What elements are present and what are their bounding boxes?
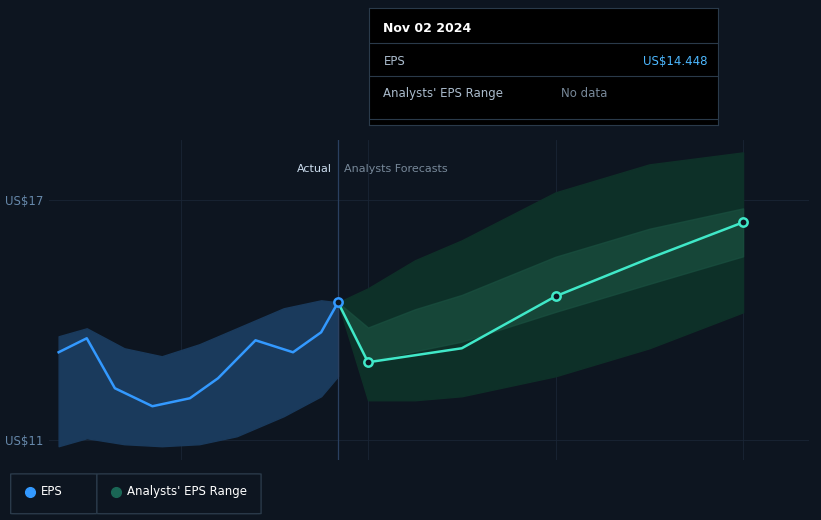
Text: Analysts' EPS Range: Analysts' EPS Range <box>127 485 247 498</box>
Text: Analysts Forecasts: Analysts Forecasts <box>344 164 447 174</box>
Text: EPS: EPS <box>383 55 405 68</box>
Text: No data: No data <box>562 87 608 100</box>
Text: Analysts' EPS Range: Analysts' EPS Range <box>383 87 503 100</box>
Text: Nov 02 2024: Nov 02 2024 <box>383 22 471 35</box>
FancyBboxPatch shape <box>11 474 97 514</box>
Text: US$14.448: US$14.448 <box>644 55 708 68</box>
FancyBboxPatch shape <box>97 474 261 514</box>
Text: EPS: EPS <box>41 485 62 498</box>
Text: Actual: Actual <box>297 164 333 174</box>
